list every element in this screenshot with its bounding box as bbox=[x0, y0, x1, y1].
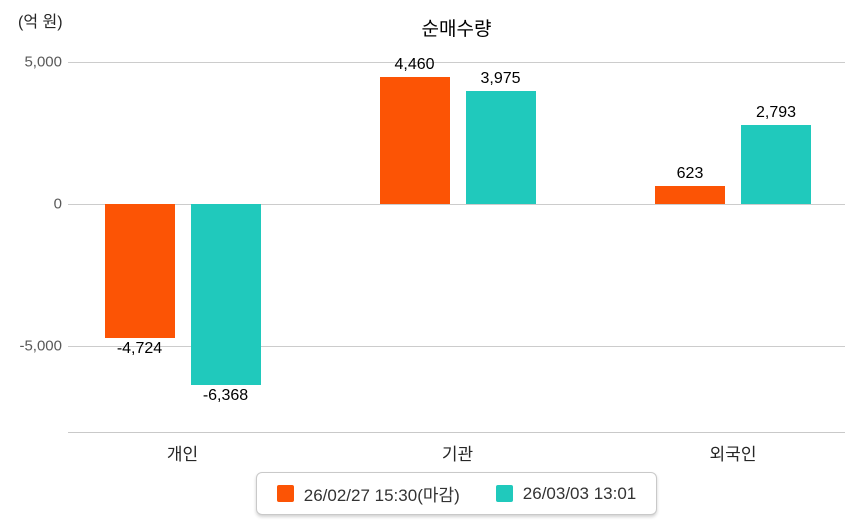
legend: 26/02/27 15:30(마감) 26/03/03 13:01 bbox=[68, 472, 845, 515]
x-axis-category-label: 기관 bbox=[441, 445, 474, 464]
gridline-5000 bbox=[68, 62, 845, 63]
chart-title: 순매수량 bbox=[421, 19, 492, 40]
x-axis-line bbox=[68, 432, 845, 433]
y-tick-label: 5,000 bbox=[24, 53, 62, 71]
x-axis-category-label: 개인 bbox=[166, 445, 199, 464]
y-tick-label: -5,000 bbox=[19, 337, 62, 355]
legend-box: 26/02/27 15:30(마감) 26/03/03 13:01 bbox=[255, 472, 658, 515]
bar-series1-cat3 bbox=[655, 186, 725, 204]
bar-series1-cat2 bbox=[379, 77, 450, 204]
legend-item-series2: 26/03/03 13:01 bbox=[495, 483, 637, 504]
y-tick-label: 0 bbox=[53, 195, 62, 213]
bar-value-label: 3,975 bbox=[480, 70, 521, 88]
bar-series1-cat1 bbox=[104, 204, 175, 339]
legend-label: 26/03/03 13:01 bbox=[522, 483, 637, 503]
gridline--5000 bbox=[68, 346, 845, 347]
y-axis-unit-label: (억 원) bbox=[18, 14, 63, 31]
bar-series2-cat1 bbox=[190, 204, 261, 385]
legend-item-series1: 26/02/27 15:30(마감) bbox=[276, 481, 460, 506]
bar-value-label: 4,460 bbox=[394, 56, 435, 74]
legend-label: 26/02/27 15:30(마감) bbox=[303, 486, 460, 505]
legend-swatch-icon bbox=[495, 485, 513, 502]
bar-value-label: -6,368 bbox=[202, 386, 249, 404]
bar-value-label: 2,793 bbox=[755, 103, 797, 121]
bar-series2-cat2 bbox=[465, 91, 536, 204]
legend-swatch-icon bbox=[276, 485, 294, 502]
bar-series2-cat3 bbox=[741, 124, 811, 204]
x-axis-category-label: 외국인 bbox=[709, 445, 757, 464]
gridline-0 bbox=[68, 204, 845, 205]
bar-value-label: -4,724 bbox=[116, 340, 163, 358]
bar-value-label: 623 bbox=[676, 165, 704, 183]
